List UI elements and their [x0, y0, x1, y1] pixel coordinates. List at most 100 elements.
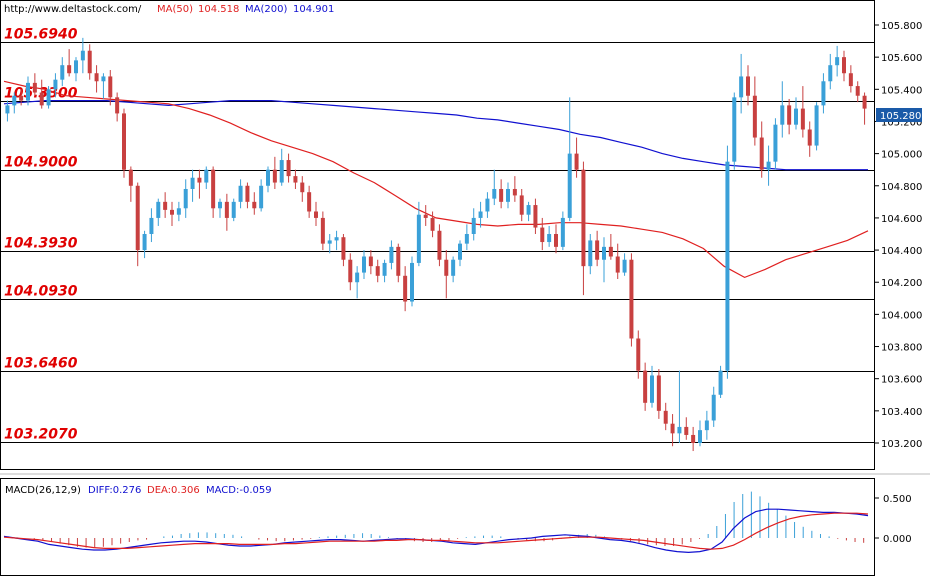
- candle-body: [46, 89, 51, 106]
- candle-body: [416, 214, 421, 263]
- price-tick-label: 104.400: [881, 246, 922, 257]
- candle-body: [698, 430, 702, 443]
- candle-body: [471, 217, 476, 234]
- ma50-line: [3, 80, 869, 279]
- candle-body: [259, 185, 264, 209]
- macd-dea-line: [3, 512, 869, 550]
- candle-body: [74, 60, 78, 74]
- candle-body: [128, 169, 133, 186]
- price-tick-label: 105.800: [881, 21, 922, 32]
- candle-body: [506, 188, 510, 202]
- candle-body: [691, 434, 696, 443]
- candle-body: [794, 108, 798, 125]
- price-tick-label: 105.600: [881, 53, 922, 64]
- candle-body: [478, 211, 483, 218]
- candle-body: [588, 240, 593, 267]
- price-tick-label: 105.000: [881, 150, 922, 161]
- ma50-value: 104.518: [198, 4, 239, 15]
- candle-body: [19, 95, 24, 101]
- candle-body: [560, 217, 565, 247]
- candle-body: [26, 82, 30, 101]
- candle-body: [492, 188, 497, 199]
- candle-body: [231, 201, 236, 218]
- candle-body: [464, 234, 469, 244]
- candle-body: [787, 105, 792, 125]
- candle-body: [108, 76, 113, 98]
- candle-body: [800, 108, 805, 130]
- candle-body: [615, 256, 620, 273]
- level-label: 105.6940: [4, 27, 78, 43]
- candle-body: [218, 201, 222, 209]
- candle-body: [135, 185, 140, 251]
- candle-body: [252, 201, 257, 209]
- candle-body: [115, 97, 120, 114]
- price-tick-label: 104.000: [881, 310, 922, 321]
- candle-body: [389, 246, 394, 263]
- candle-body: [423, 214, 428, 218]
- candle-body: [499, 188, 504, 202]
- ma50-label: MA(50): [157, 4, 193, 15]
- macd-dea: DEA:0.306: [147, 485, 200, 496]
- candle-body: [835, 57, 840, 66]
- candle-body: [163, 201, 168, 210]
- candle-body: [643, 370, 648, 403]
- candle-body: [814, 105, 819, 146]
- candle-body: [149, 217, 154, 234]
- candle-body: [574, 153, 579, 170]
- candle-body: [711, 394, 716, 421]
- candle-body: [341, 237, 346, 260]
- candle-body: [224, 201, 229, 218]
- candle-body: [437, 230, 442, 260]
- candle-body: [368, 256, 373, 267]
- candle-body: [320, 217, 325, 244]
- candle-body: [266, 169, 270, 186]
- macd-tick-label: 0.500: [883, 494, 912, 505]
- candle-body: [807, 129, 812, 146]
- candle-body: [197, 177, 202, 183]
- candle-body: [828, 65, 833, 82]
- candle-body: [533, 205, 538, 228]
- candle-body: [526, 205, 531, 215]
- candle-body: [780, 105, 785, 125]
- candle-body: [519, 195, 524, 215]
- candle-body: [636, 338, 641, 371]
- candle-body: [355, 272, 360, 283]
- price-tick-label: 105.200: [881, 117, 922, 128]
- candle-body: [80, 50, 85, 61]
- candle-body: [403, 275, 408, 302]
- source-url[interactable]: http://www.deltastock.com/: [4, 4, 142, 15]
- candle-body: [156, 201, 161, 218]
- candle-body: [540, 227, 545, 243]
- candle-body: [87, 50, 92, 74]
- macd-tick-label: 0.000: [883, 534, 912, 545]
- candle-body: [190, 177, 195, 189]
- candle-body: [170, 209, 174, 215]
- candle-body: [855, 86, 860, 96]
- price-tick-label: 103.600: [881, 375, 922, 386]
- candle-body: [12, 95, 17, 106]
- macd-value: MACD:-0.059: [206, 485, 272, 496]
- candle-body: [704, 420, 709, 431]
- level-label: 104.9000: [4, 155, 78, 171]
- candle-body: [39, 92, 44, 106]
- candle-body: [554, 234, 558, 247]
- candle-body: [608, 246, 613, 257]
- candle-body: [382, 262, 387, 276]
- candle-body: [375, 266, 380, 276]
- candle-body: [485, 198, 490, 212]
- candle-body: [842, 57, 846, 74]
- candle-body: [718, 370, 723, 395]
- candle-body: [677, 426, 682, 434]
- candle-body: [458, 243, 462, 260]
- candle-body: [725, 161, 730, 371]
- candle-body: [581, 169, 586, 267]
- candle-body: [300, 182, 305, 193]
- candle-body: [622, 259, 627, 273]
- candle-body: [245, 185, 250, 202]
- candle-body: [759, 137, 764, 170]
- candle-body: [272, 169, 277, 183]
- candle-body: [142, 234, 147, 251]
- candle-body: [32, 82, 37, 93]
- candlesticks: [5, 37, 867, 452]
